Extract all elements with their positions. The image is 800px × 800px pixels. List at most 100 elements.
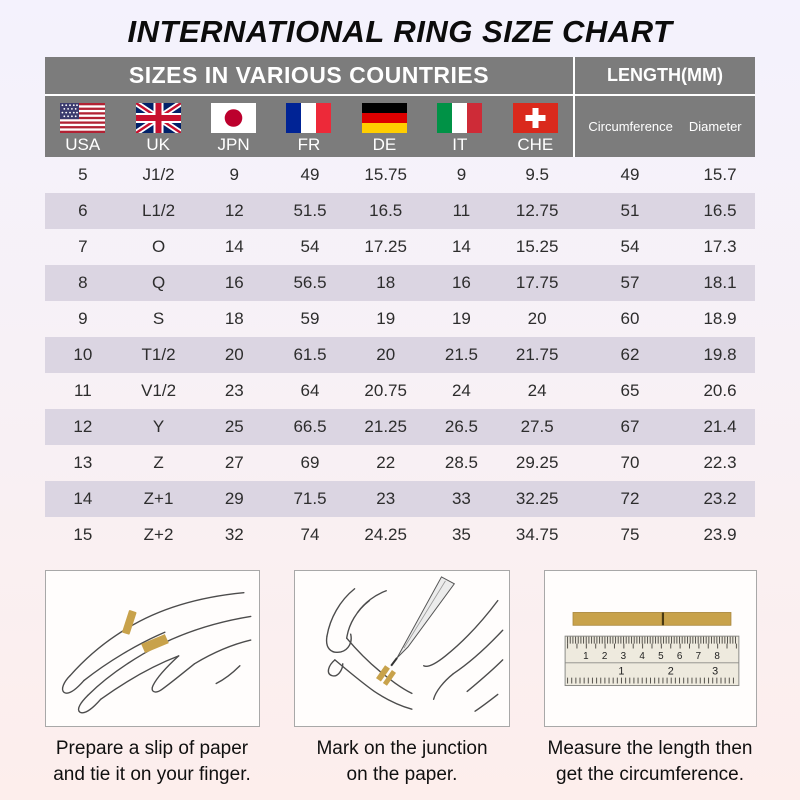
table-cell: 15 (73, 525, 93, 544)
table-cell: 18 (376, 273, 396, 292)
ruler-inch-number: 3 (712, 666, 718, 678)
country-header-it: IT (422, 96, 497, 157)
ring-size-table: SIZES IN VARIOUS COUNTRIES LENGTH(MM) (45, 57, 755, 553)
table-cell: 27.5 (520, 417, 554, 436)
ruler-measurement-illustration: 1 2 3 4 5 6 7 8 1 2 3 (564, 612, 740, 687)
table-cell: S (152, 309, 165, 328)
table-cell: Z+2 (143, 525, 174, 544)
table-cell: 10 (73, 345, 93, 364)
table-cell: 74 (300, 525, 320, 544)
uk-flag-icon (135, 103, 181, 133)
table-cell: 14 (224, 237, 244, 256)
table-cell: 24 (451, 381, 471, 400)
table-cell: 70 (620, 453, 640, 472)
ruler-cm-number: 1 (583, 651, 588, 662)
table-body: 5 J1/2 9 49 15.75 9 9.5 49 15.7 6 L1/2 12 51.5 16.5 11… (45, 157, 755, 553)
table-cell: 29.25 (515, 453, 559, 472)
table-cell: 21.25 (364, 417, 407, 436)
table-cell: J1/2 (142, 165, 175, 184)
table-cell: L1/2 (142, 201, 176, 220)
table-cell: 24 (527, 381, 547, 400)
caption-line: Prepare a slip of paper (55, 738, 249, 759)
table-cell: 16 (224, 273, 244, 292)
table-cell: 75 (620, 525, 640, 544)
table-cell: 21.5 (444, 345, 478, 364)
hands-sketch (325, 588, 504, 712)
table-cell: 33 (451, 489, 471, 508)
pen-tip (390, 657, 398, 667)
ruler-inch-number: 2 (668, 666, 674, 678)
table-row: 7 O 14 54 17.25 14 15.25 54 17.3 (45, 229, 755, 265)
table-cell: 57 (620, 273, 640, 292)
table-cell: 23 (376, 489, 396, 508)
table-cell: 54 (620, 237, 640, 256)
ruler-cm-number: 6 (677, 651, 683, 662)
table-cell: 27 (224, 453, 244, 472)
table-cell: 61.5 (293, 345, 327, 364)
country-header-de: DE (347, 96, 422, 157)
table-cell: 17.75 (515, 273, 559, 292)
ruler-cm-number: 3 (621, 651, 627, 662)
ruler-cm-scale: 1 2 3 4 5 6 7 8 (583, 651, 720, 662)
caption-line: on the paper. (346, 764, 458, 785)
table-cell: 29 (224, 489, 244, 508)
pen-edge-line (403, 580, 446, 649)
country-header-usa: USA (45, 96, 120, 157)
table-cell: 14 (451, 237, 471, 256)
table-cell: 13 (73, 453, 93, 472)
table-cell: 16.5 (369, 201, 403, 220)
caption-step-2: Mark on the junction on the paper. (272, 736, 532, 788)
table-cell: 12 (73, 417, 93, 436)
caption-line: and tie it on your finger. (53, 764, 251, 785)
japan-flag-icon (211, 103, 257, 133)
table-cell: 51.5 (293, 201, 327, 220)
table-cell: Q (151, 273, 166, 292)
ruler-inch-scale: 1 2 3 (618, 666, 718, 678)
country-code-fr: FR (297, 135, 321, 154)
table-cell: 54 (300, 237, 320, 256)
table-cell: 22 (376, 453, 396, 472)
ruler: 1 2 3 4 5 6 7 8 1 2 3 (564, 635, 740, 687)
table-cell: 16 (451, 273, 471, 292)
table-cell: 21.4 (703, 417, 737, 436)
table-cell: Z (153, 453, 164, 472)
table-cell: 67 (620, 417, 640, 436)
table-row: 12 Y 25 66.5 21.25 26.5 27.5 67 21.4 (45, 409, 755, 445)
table-cell: 20 (527, 309, 547, 328)
table-row: 15 Z+2 32 74 24.25 35 34.75 75 23.9 (45, 517, 755, 553)
table-row: 8 Q 16 56.5 18 16 17.75 57 18.1 (45, 265, 755, 301)
table-cell: Z+1 (143, 489, 174, 508)
junction-mark (661, 612, 665, 626)
length-group-header: LENGTH(MM) (607, 65, 723, 85)
circumference-column-label: Circumference (588, 119, 673, 134)
figure-measure-length: 1 2 3 4 5 6 7 8 1 2 3 (544, 570, 757, 727)
usa-flag-icon (60, 103, 106, 133)
table-cell: 12 (224, 201, 244, 220)
table-cell: 49 (620, 165, 640, 184)
table-cell: 26.5 (444, 417, 478, 436)
country-code-de: DE (372, 135, 397, 154)
table-row: 11 V1/2 23 64 20.75 24 24 65 20.6 (45, 373, 755, 409)
table-cell: 9 (456, 165, 467, 184)
ruler-cm-number: 5 (658, 651, 664, 662)
hand-sketch (61, 592, 252, 714)
ruler-inch-number: 1 (618, 666, 624, 678)
table-row: 5 J1/2 9 49 15.75 9 9.5 49 15.7 (45, 157, 755, 193)
table-row: 10 T1/2 20 61.5 20 21.5 21.75 62 19.8 (45, 337, 755, 373)
country-header-jpn: JPN (196, 96, 271, 157)
paper-strip (122, 610, 137, 635)
table-cell: 5 (78, 165, 88, 184)
country-code-che: CHE (517, 135, 554, 154)
caption-line: Measure the length then (547, 738, 753, 759)
table-cell: 56.5 (293, 273, 327, 292)
table-cell: 19.8 (703, 345, 737, 364)
ruler-cm-number: 7 (696, 651, 701, 662)
table-cell: 60 (620, 309, 640, 328)
figure-tie-paper (45, 570, 260, 727)
table-cell: 15.7 (703, 165, 737, 184)
country-header-che: CHE (498, 96, 573, 157)
table-cell: 72 (620, 489, 640, 508)
table-cell: 71.5 (293, 489, 327, 508)
table-cell: 9.5 (525, 165, 549, 184)
table-cell: 20.6 (703, 381, 737, 400)
